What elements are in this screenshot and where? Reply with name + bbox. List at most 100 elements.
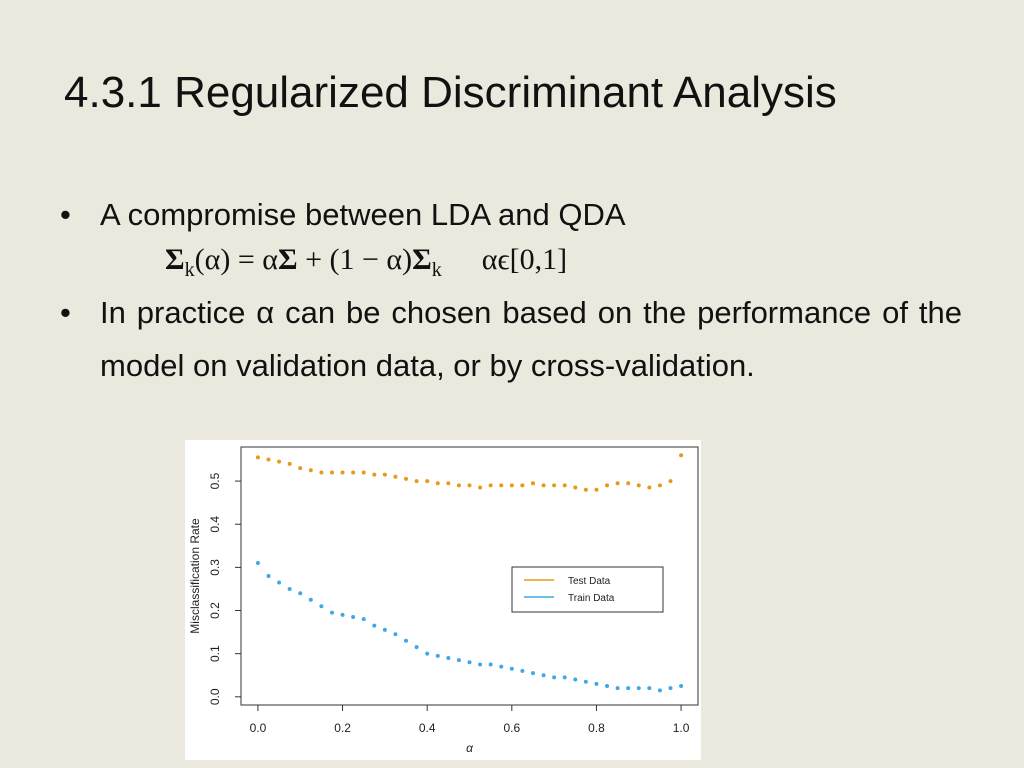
x-tick-label: 0.0: [250, 721, 267, 735]
data-point: [435, 481, 440, 486]
data-point: [626, 481, 631, 486]
data-point: [499, 664, 504, 669]
data-point: [435, 653, 440, 658]
bullet-text: A compromise between LDA and QDA: [100, 197, 626, 232]
data-point: [530, 671, 535, 676]
data-point: [679, 453, 684, 458]
data-point: [562, 483, 567, 488]
data-point: [488, 662, 493, 667]
formula-part: (α) = α: [194, 243, 278, 276]
formula-domain: αϵ[0,1]: [481, 243, 568, 276]
data-point: [266, 457, 271, 462]
x-axis-label: α: [466, 741, 474, 755]
data-point: [467, 483, 472, 488]
formula-part: Σ: [165, 243, 185, 276]
data-point: [393, 632, 398, 637]
data-point: [552, 483, 557, 488]
data-point: [583, 487, 588, 492]
data-point: [541, 673, 546, 678]
bullet-dot: •: [60, 197, 71, 232]
data-point: [467, 660, 472, 665]
x-tick-label: 0.8: [588, 721, 605, 735]
data-point: [478, 485, 483, 490]
bullet-dot: •: [60, 295, 71, 330]
data-point: [636, 686, 641, 691]
data-point: [456, 658, 461, 663]
data-point: [488, 483, 493, 488]
data-point: [541, 483, 546, 488]
data-point: [277, 580, 282, 585]
data-point: [287, 461, 292, 466]
data-point: [499, 483, 504, 488]
bullet-text: In practice α can be chosen based on the…: [100, 295, 962, 383]
formula-body: Σk(α) = αΣ + (1 − α)Σk: [165, 243, 442, 281]
y-tick-label: 0.5: [208, 472, 222, 489]
data-point: [668, 479, 673, 484]
data-point: [287, 586, 292, 591]
data-point: [308, 597, 313, 602]
formula-part: k: [184, 259, 195, 281]
formula-part: Σ: [277, 243, 298, 276]
data-point: [425, 651, 430, 656]
data-point: [382, 627, 387, 632]
data-point: [255, 561, 260, 566]
data-point: [277, 459, 282, 464]
data-point: [329, 470, 334, 475]
data-point: [351, 614, 356, 619]
x-tick-label: 1.0: [673, 721, 690, 735]
data-point: [615, 686, 620, 691]
data-point: [679, 684, 684, 689]
data-point: [382, 472, 387, 477]
y-tick-label: 0.2: [208, 602, 222, 619]
data-point: [329, 610, 334, 615]
data-point: [605, 483, 610, 488]
data-point: [308, 468, 313, 473]
bullet: • In practice α can be chosen based on t…: [60, 286, 962, 392]
data-point: [647, 686, 652, 691]
formula-part: + (1 − α): [297, 243, 413, 276]
bullet: • A compromise between LDA and QDA: [60, 188, 962, 241]
data-point: [562, 675, 567, 680]
data-point: [657, 483, 662, 488]
data-point: [626, 686, 631, 691]
data-point: [372, 623, 377, 628]
data-point: [351, 470, 356, 475]
y-tick-label: 0.1: [208, 645, 222, 662]
data-point: [404, 638, 409, 643]
data-point: [552, 675, 557, 680]
data-point: [298, 466, 303, 471]
data-point: [605, 684, 610, 689]
data-point: [340, 612, 345, 617]
data-point: [266, 574, 271, 578]
data-point: [425, 479, 430, 484]
data-point: [319, 604, 324, 609]
chart: 0.0 0.2 0.4 0.6 0.8 1.0 0.0 0.1 0.2 0.3 0.4 0.5 α Mis…: [185, 440, 701, 760]
y-tick-label: 0.4: [208, 516, 222, 533]
data-point: [404, 476, 409, 481]
data-point: [647, 485, 652, 490]
data-point: [414, 645, 419, 650]
data-point: [509, 666, 514, 671]
x-tick-label: 0.4: [419, 721, 436, 735]
legend-label: Train Data: [568, 593, 615, 604]
legend-box: [511, 566, 664, 613]
y-tick-label: 0.3: [208, 559, 222, 576]
data-point: [446, 655, 451, 660]
y-tick-label: 0.0: [208, 688, 222, 705]
data-point: [446, 481, 451, 486]
data-point: [594, 487, 599, 492]
data-point: [319, 470, 324, 475]
data-point: [393, 474, 398, 479]
x-tick-label: 0.2: [334, 721, 351, 735]
formula-part: k: [431, 259, 442, 281]
slide-title: 4.3.1 Regularized Discriminant Analysis: [64, 68, 837, 117]
data-point: [509, 483, 514, 488]
data-point: [414, 479, 419, 484]
formula-part: Σ: [412, 243, 432, 276]
data-point: [361, 470, 366, 475]
data-point: [478, 662, 483, 667]
legend-label: Test Data: [568, 576, 611, 587]
data-point: [583, 679, 588, 684]
data-point: [255, 455, 260, 460]
